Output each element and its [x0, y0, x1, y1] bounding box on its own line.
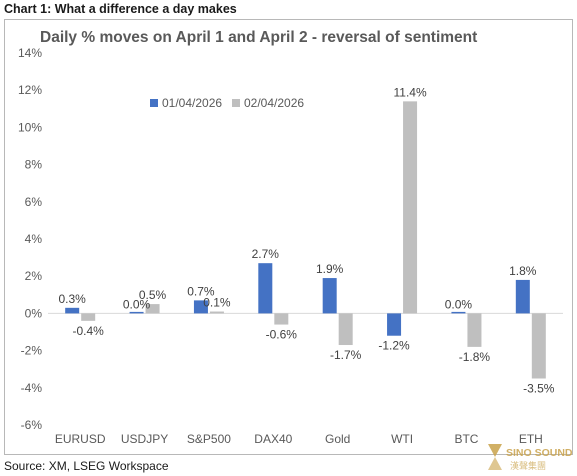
data-label: -1.7%	[330, 348, 362, 362]
legend-label: 02/04/2026	[244, 96, 304, 110]
data-label: 0.5%	[139, 288, 167, 302]
bar-2	[531, 313, 546, 379]
x-tick-label: S&P500	[187, 432, 231, 446]
data-label: -1.8%	[459, 350, 491, 364]
bar-1	[515, 279, 530, 314]
x-tick-label: ETH	[519, 432, 543, 446]
bar-1	[129, 311, 144, 314]
bar-2	[81, 313, 96, 321]
y-tick-label: 8%	[25, 158, 43, 172]
data-label-layer: 0.3% 0.0% 0.7% 2.7% 1.9% -1.2% 0.0% 1.8% -0.4% 0.…	[59, 85, 555, 395]
chart-frame	[4, 19, 573, 455]
bar-2	[209, 311, 224, 314]
data-label: 1.8%	[509, 264, 537, 278]
watermark-text: SINO SOUND	[506, 447, 572, 459]
data-label: 0.0%	[123, 297, 151, 311]
y-tick-label: 14%	[18, 46, 42, 60]
data-label: 2.7%	[252, 247, 280, 261]
y-tick-label: -2%	[21, 344, 43, 358]
legend-swatch	[150, 99, 158, 107]
legend: 01/04/2026 02/04/2026	[150, 96, 304, 110]
y-tick-label: -6%	[21, 418, 43, 432]
bar-2	[467, 313, 482, 347]
watermark-subtext: 漢聲集團	[510, 460, 546, 472]
logo-mark-lower-icon	[488, 457, 502, 470]
bar-2	[338, 313, 353, 346]
x-tick-label: Gold	[325, 432, 350, 446]
x-tick-label: USDJPY	[121, 432, 168, 446]
data-label: -0.6%	[266, 328, 298, 342]
y-tick-label: 4%	[25, 232, 43, 246]
bar-1	[451, 311, 466, 314]
data-label: -0.4%	[73, 324, 105, 338]
legend-swatch	[232, 99, 240, 107]
data-label: -3.5%	[523, 382, 555, 396]
bar-2	[145, 304, 160, 314]
axis-layer: -6% -4% -2% 0% 2% 4% 6% 8% 10% 12% 14% EURUSD USDJPY…	[18, 46, 563, 446]
bar-1	[387, 313, 402, 336]
bar-1	[193, 300, 208, 314]
data-label: 0.3%	[59, 292, 87, 306]
y-tick-label: -4%	[21, 381, 43, 395]
x-tick-label: WTI	[391, 432, 413, 446]
bar-1	[258, 263, 273, 314]
bar-1	[322, 278, 337, 314]
data-label: 11.4%	[393, 85, 426, 99]
chart-title: Daily % moves on April 1 and April 2 - r…	[40, 29, 477, 46]
bar-layer	[65, 101, 546, 379]
sino-sound-logo: SINO SOUND 漢聲集團	[488, 444, 572, 472]
y-tick-label: 0%	[25, 306, 43, 320]
y-tick-label: 2%	[25, 269, 43, 283]
data-label: -1.2%	[378, 339, 410, 353]
chart-caption: Chart 1: What a difference a day makes	[4, 2, 237, 16]
y-tick-label: 10%	[18, 120, 42, 134]
logo-mark-icon	[488, 444, 502, 457]
data-label: 1.9%	[316, 262, 344, 276]
data-label: 0.0%	[445, 297, 473, 311]
x-tick-label: EURUSD	[55, 432, 106, 446]
y-tick-label: 12%	[18, 83, 42, 97]
bar-2	[274, 313, 289, 325]
source-note: Source: XM, LSEG Workspace	[4, 459, 169, 473]
data-label: 0.7%	[187, 284, 215, 298]
legend-label: 01/04/2026	[162, 96, 222, 110]
x-tick-label: DAX40	[254, 432, 292, 446]
bar-1	[65, 307, 80, 314]
x-tick-label: BTC	[454, 432, 478, 446]
bar-2	[403, 101, 418, 314]
y-tick-label: 6%	[25, 195, 43, 209]
data-label: 0.1%	[203, 296, 231, 310]
